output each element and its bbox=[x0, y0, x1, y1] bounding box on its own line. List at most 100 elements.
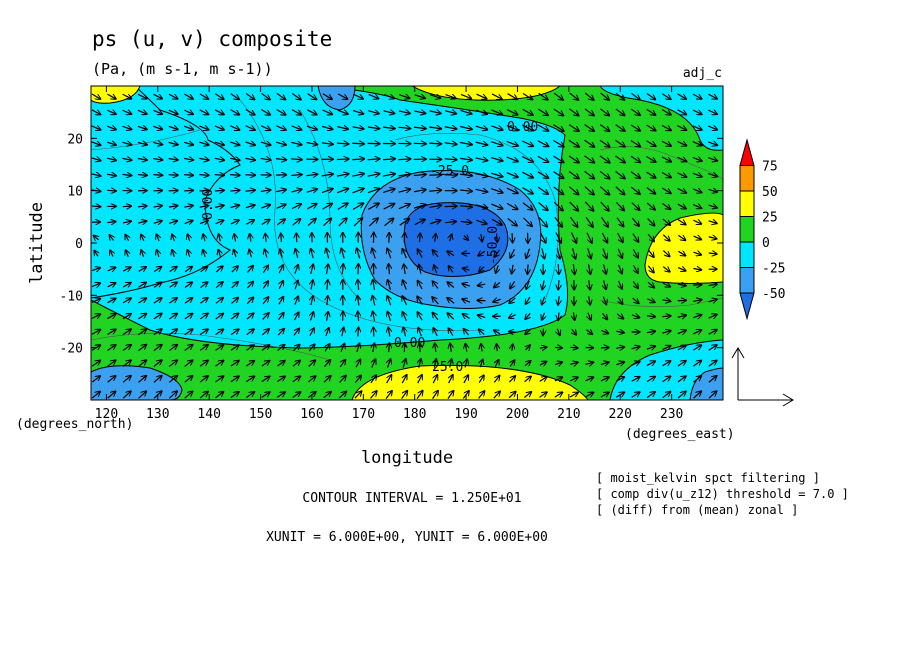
wind-vector bbox=[584, 92, 593, 100]
wind-vector bbox=[368, 111, 379, 114]
wind-vector bbox=[184, 206, 192, 208]
x-tick-label: 210 bbox=[557, 407, 580, 422]
wind-vector bbox=[291, 189, 301, 192]
x-tick-label: 200 bbox=[506, 407, 529, 422]
wind-vector bbox=[631, 362, 640, 366]
wind-vector bbox=[403, 312, 407, 321]
wind-vector bbox=[138, 314, 146, 320]
wind-vector bbox=[647, 265, 653, 273]
wind-vector bbox=[677, 330, 686, 333]
wind-vector bbox=[199, 345, 208, 351]
wind-vector bbox=[291, 175, 302, 176]
wind-vector bbox=[647, 218, 655, 226]
wind-vector bbox=[616, 331, 624, 332]
wind-vector bbox=[169, 221, 177, 224]
wind-vector bbox=[311, 296, 313, 306]
wind-vector bbox=[646, 124, 656, 130]
wind-vector bbox=[632, 249, 638, 257]
wind-vector bbox=[584, 186, 594, 195]
wind-vector bbox=[153, 329, 162, 336]
wind-vector bbox=[291, 109, 301, 115]
wind-vector bbox=[245, 142, 255, 145]
wind-vector bbox=[600, 108, 609, 116]
colorbar-segment bbox=[739, 267, 755, 294]
wind-vector bbox=[327, 312, 329, 321]
wind-vector bbox=[692, 126, 702, 130]
wind-vector bbox=[584, 139, 594, 147]
wind-vector bbox=[569, 186, 578, 195]
wind-vector bbox=[708, 205, 717, 208]
wind-vector bbox=[372, 359, 376, 368]
wind-vector bbox=[481, 234, 482, 241]
wind-vector bbox=[126, 250, 129, 257]
wind-vector bbox=[475, 158, 488, 161]
wind-vector bbox=[677, 157, 686, 161]
wind-vector bbox=[460, 174, 472, 175]
wind-vector bbox=[107, 391, 116, 399]
wind-vector bbox=[276, 109, 286, 115]
wind-vector bbox=[122, 158, 131, 160]
wind-vector bbox=[631, 315, 639, 318]
wind-vector bbox=[478, 251, 486, 256]
wind-vector bbox=[662, 218, 670, 225]
wind-vector bbox=[632, 281, 638, 288]
wind-vector bbox=[429, 143, 441, 144]
wind-vector bbox=[615, 155, 625, 163]
wind-vector bbox=[662, 316, 670, 317]
wind-vector bbox=[693, 345, 701, 351]
wind-vector bbox=[708, 360, 717, 367]
wind-vector bbox=[557, 248, 560, 258]
wind-vector bbox=[417, 297, 423, 305]
wind-vector bbox=[370, 391, 376, 399]
wind-vector bbox=[602, 312, 607, 319]
wind-vector bbox=[352, 203, 363, 210]
wind-vector bbox=[311, 280, 313, 290]
wind-vector bbox=[708, 93, 717, 99]
wind-vector bbox=[584, 170, 595, 178]
wind-vector bbox=[478, 315, 486, 317]
wind-vector bbox=[337, 110, 348, 114]
wind-vector bbox=[200, 298, 207, 304]
wind-vector bbox=[246, 220, 254, 224]
wind-vector bbox=[107, 376, 116, 383]
wind-vector bbox=[512, 233, 513, 242]
wind-vector bbox=[230, 126, 239, 130]
wind-vector bbox=[601, 232, 607, 243]
wind-vector bbox=[538, 202, 548, 210]
wind-vector bbox=[137, 142, 147, 144]
wind-vector bbox=[230, 205, 240, 207]
wind-vector bbox=[600, 201, 609, 211]
wind-vector bbox=[434, 265, 437, 274]
wind-vector bbox=[693, 268, 701, 269]
wind-vector bbox=[460, 206, 472, 207]
wind-vector bbox=[542, 312, 545, 320]
wind-vector bbox=[338, 218, 347, 227]
wind-vector bbox=[122, 360, 131, 367]
wind-vector bbox=[460, 190, 472, 191]
wind-vector bbox=[509, 315, 516, 318]
wind-vector bbox=[631, 377, 640, 382]
wind-vector bbox=[570, 216, 577, 227]
wind-vector bbox=[230, 376, 239, 383]
wind-vector bbox=[336, 174, 349, 176]
wind-vector bbox=[199, 361, 208, 367]
wind-vector bbox=[618, 248, 622, 258]
wind-vector bbox=[523, 392, 531, 399]
wind-vector bbox=[604, 280, 606, 290]
wind-vector bbox=[327, 296, 328, 306]
y-tick-label: -20 bbox=[60, 342, 83, 357]
wind-vector bbox=[588, 264, 590, 274]
wind-vector bbox=[184, 221, 193, 224]
wind-vector bbox=[708, 237, 717, 239]
note-line: [ moist_kelvin spct filtering ] bbox=[596, 471, 820, 485]
x-unit-label: (degrees_east) bbox=[625, 427, 735, 442]
wind-vector bbox=[308, 376, 315, 383]
wind-vector bbox=[261, 392, 270, 398]
wind-vector bbox=[137, 126, 147, 129]
wind-vector bbox=[418, 375, 422, 384]
wind-vector bbox=[354, 391, 362, 399]
wind-vector bbox=[476, 220, 486, 223]
wind-vector bbox=[214, 142, 224, 145]
y-tick-label: 0 bbox=[75, 237, 83, 252]
wind-vector bbox=[401, 391, 408, 400]
